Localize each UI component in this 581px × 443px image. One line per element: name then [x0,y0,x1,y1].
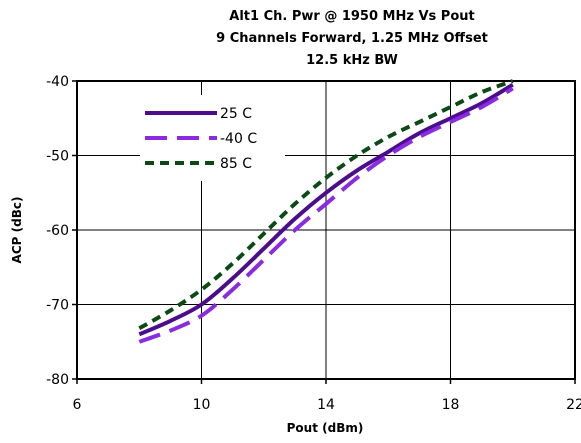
series-line-25-c [138,82,514,337]
y-axis: -80 -70 -60 -50 -40 [46,74,77,388]
y-axis-label: ACP (dBc) [10,197,24,264]
legend-label: 85 C [220,156,252,172]
legend: 25 C -40 C 85 C [140,95,285,181]
chart-title-line-1: Alt1 Ch. Pwr @ 1950 MHz Vs Pout [229,9,474,24]
legend-label: 25 C [220,106,252,122]
y-tick-label: -40 [46,74,69,90]
series-layer [138,79,514,344]
series-line--40-c [138,86,514,344]
x-tick-label: 6 [73,397,82,413]
x-tick-label: 18 [442,397,460,413]
chart-title-line-3: 12.5 kHz BW [306,53,398,68]
x-tick-label: 14 [317,397,335,413]
y-tick-label: -80 [46,372,69,388]
legend-label: -40 C [220,131,257,147]
y-tick-label: -70 [46,298,69,314]
x-tick-label: 22 [566,397,581,413]
x-axis: 6 10 14 18 22 [73,379,581,413]
x-tick-label: 10 [193,397,211,413]
y-tick-label: -50 [46,149,69,165]
chart-title-line-2: 9 Channels Forward, 1.25 MHz Offset [216,31,488,46]
x-axis-label: Pout (dBm) [287,421,364,435]
series-line-85-c [138,79,514,331]
y-tick-label: -60 [46,223,69,239]
